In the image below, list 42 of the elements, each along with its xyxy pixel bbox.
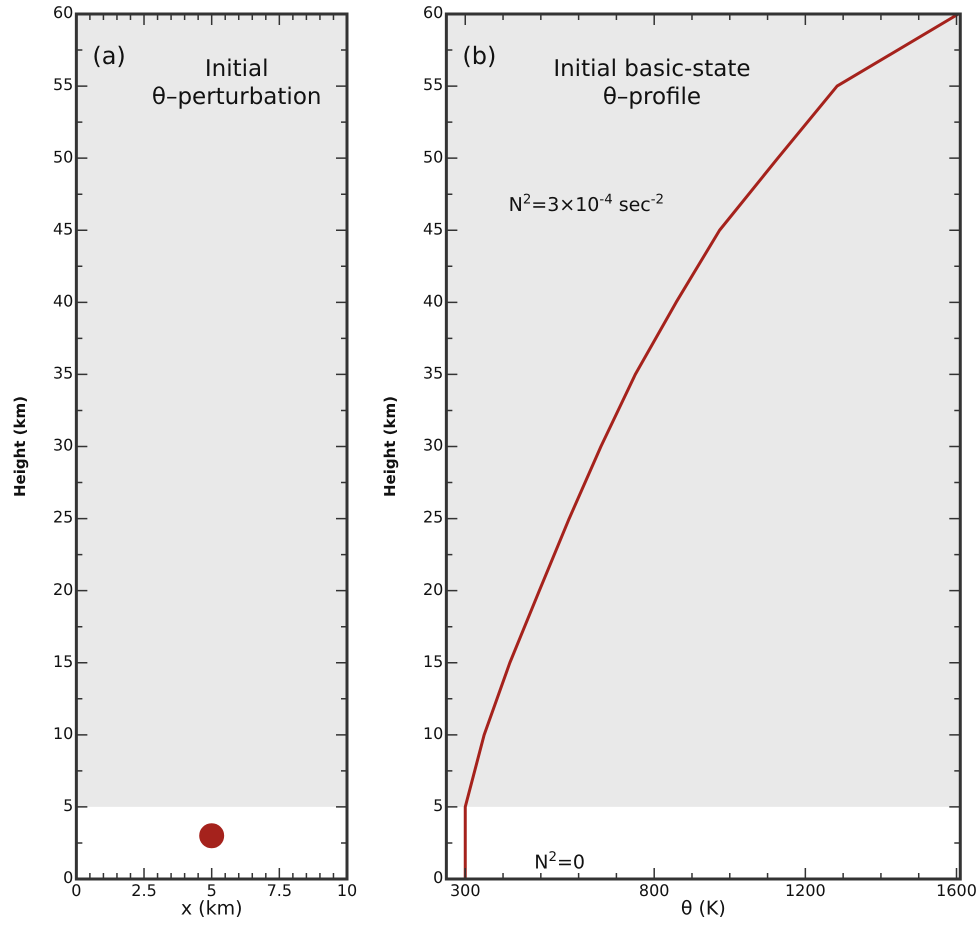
text: Initial θ–perturbation (152, 56, 322, 110)
x-tick-label: 2.5 (131, 880, 157, 900)
y-tick-label: 55 (53, 75, 74, 94)
x-tick-label: 1200 (784, 880, 826, 900)
y-tick-label: 55 (423, 75, 444, 94)
x-tick-label: 1600 (936, 880, 977, 900)
y-tick-label: 60 (423, 3, 444, 22)
y-tick-label: 35 (53, 364, 74, 383)
x-tick-label: 300 (450, 880, 481, 900)
y-tick-label: 15 (423, 652, 444, 671)
y-tick-label: 40 (423, 291, 444, 310)
y-tick-label: 25 (53, 508, 74, 527)
y-tick-label: 20 (423, 580, 444, 599)
y-tick-label: 50 (53, 147, 74, 166)
y-tick-label: 5 (63, 796, 74, 816)
x-tick-label: 5 (206, 880, 217, 900)
x-tick-label: 800 (638, 880, 670, 900)
y-tick-label: 25 (423, 508, 444, 527)
y-tick-label: 35 (423, 364, 444, 383)
x-tick-label: 7.5 (266, 880, 292, 900)
annotation: (a) (92, 42, 126, 70)
x-tick-label: 10 (336, 880, 358, 900)
y-tick-label: 50 (423, 147, 444, 166)
y-tick-label: 0 (63, 868, 74, 888)
y-tick-label: 10 (423, 724, 444, 743)
y-tick-label: 10 (53, 724, 74, 743)
y-tick-label: 0 (433, 868, 444, 888)
y-axis-title: Height (km) (380, 396, 399, 497)
x-axis-title: θ (K) (680, 898, 726, 920)
y-axis-title: Height (km) (10, 396, 29, 497)
y-tick-label: 30 (53, 436, 74, 455)
y-tick-label: 30 (423, 436, 444, 455)
y-tick-label: 20 (53, 580, 74, 599)
x-axis-title: x (km) (180, 898, 242, 920)
y-tick-label: 45 (423, 219, 444, 238)
y-tick-label: 45 (53, 219, 74, 238)
y-tick-label: 60 (53, 3, 74, 22)
y-tick-label: 5 (433, 796, 444, 816)
y-tick-label: 40 (53, 291, 74, 310)
text: Initial basic-state θ–profile (553, 56, 751, 110)
y-tick-label: 15 (53, 652, 74, 671)
annotation: (b) (462, 42, 496, 70)
